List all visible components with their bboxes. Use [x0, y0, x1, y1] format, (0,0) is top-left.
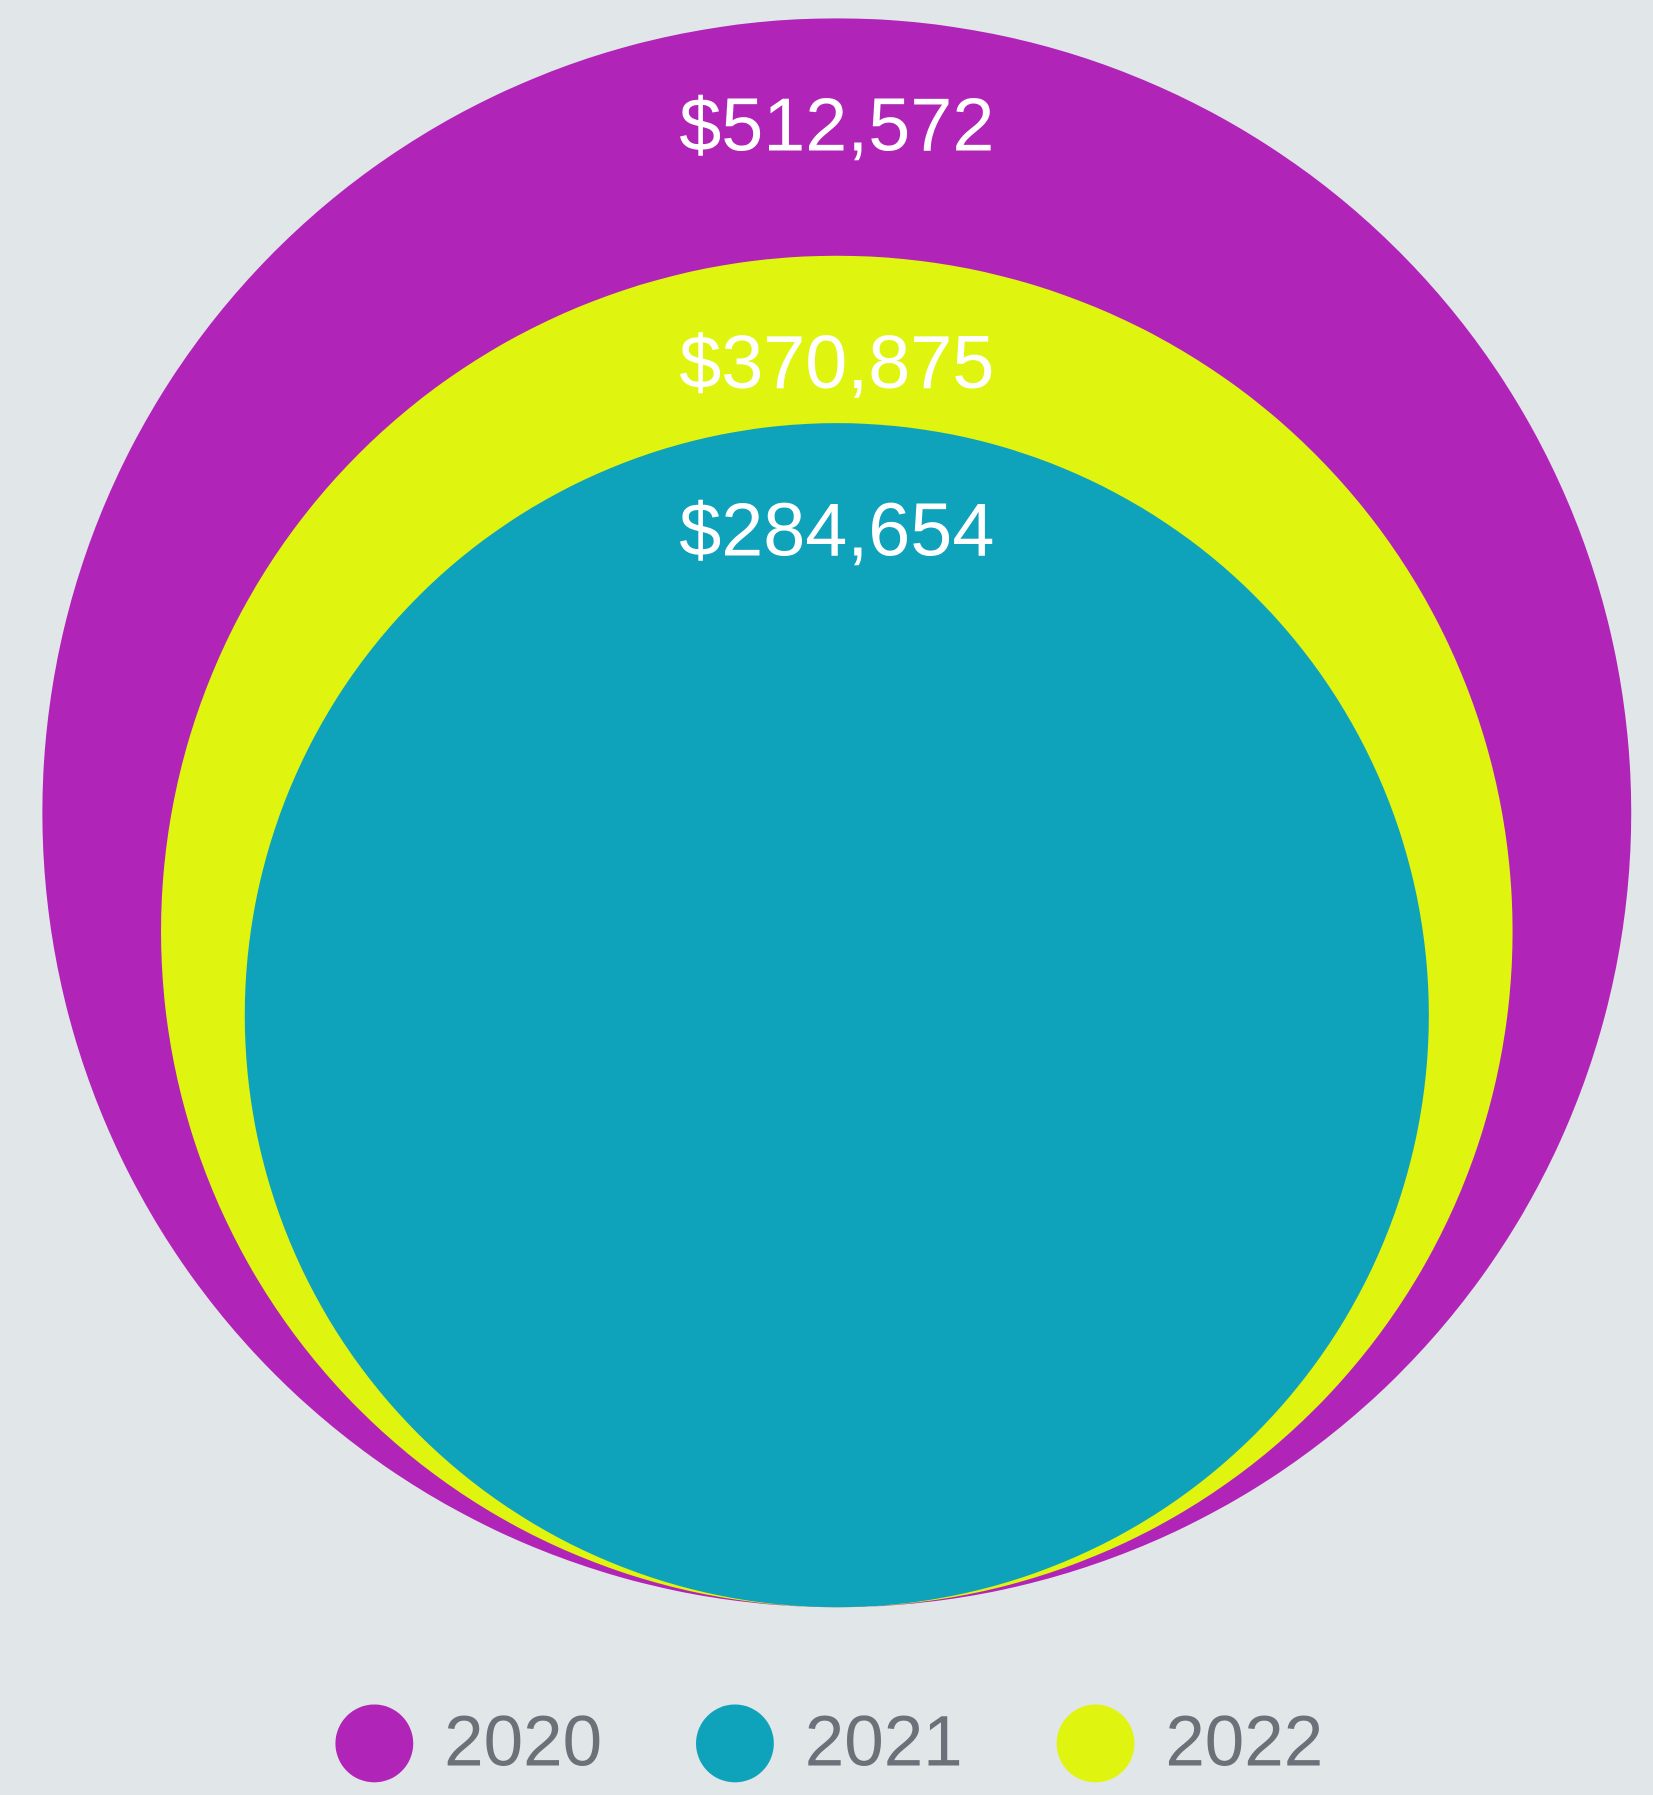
bubble: [244, 423, 1429, 1608]
value-label: $284,654: [679, 488, 994, 572]
value-label: $512,572: [679, 83, 994, 167]
legend-label: 2022: [1165, 1703, 1323, 1782]
legend-swatch: [335, 1704, 414, 1783]
legend-swatch: [1056, 1704, 1135, 1783]
legend-label: 2021: [805, 1703, 963, 1782]
legend-swatch: [696, 1704, 774, 1783]
value-label: $370,875: [679, 321, 994, 405]
legend-label: 2020: [444, 1703, 602, 1782]
